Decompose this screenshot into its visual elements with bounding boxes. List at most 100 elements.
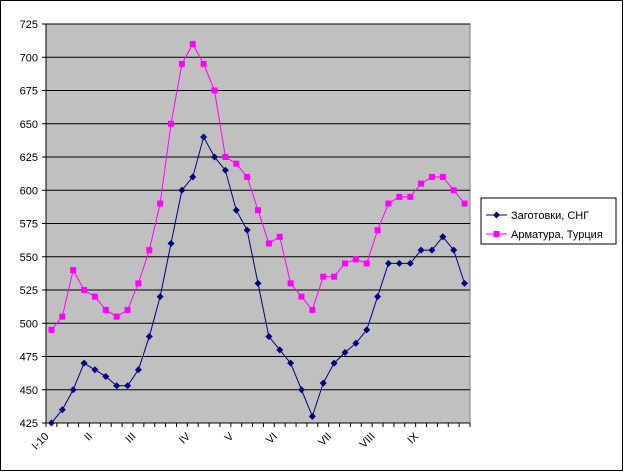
y-tick-label: 450: [20, 385, 38, 397]
x-tick-label: VIII: [358, 431, 378, 451]
data-point: [221, 166, 229, 174]
data-point: [439, 173, 446, 180]
data-point: [80, 359, 88, 367]
data-point: [265, 240, 272, 247]
data-point: [308, 412, 316, 420]
data-point: [309, 306, 316, 313]
data-point: [189, 40, 196, 47]
data-point: [70, 267, 77, 274]
data-point: [102, 306, 109, 313]
data-point: [200, 60, 207, 67]
legend-marker: [493, 231, 500, 237]
data-point: [298, 293, 305, 300]
legend-marker: [493, 211, 500, 219]
legend-label: Заготовки, СНГ: [511, 210, 589, 222]
data-point: [145, 333, 153, 341]
data-point: [439, 233, 447, 241]
data-point: [134, 366, 142, 374]
y-tick-label: 700: [20, 52, 38, 64]
x-tick-label: VII: [316, 431, 334, 449]
data-point: [146, 247, 153, 254]
data-point: [331, 273, 338, 280]
data-point: [418, 180, 425, 187]
data-point: [461, 200, 468, 207]
data-point: [58, 406, 66, 414]
x-tick-label: I-10: [30, 431, 52, 453]
y-tick-label: 600: [20, 185, 38, 197]
data-point: [178, 186, 186, 194]
data-point: [450, 187, 457, 194]
data-point: [244, 173, 251, 180]
data-point: [168, 120, 175, 127]
data-point: [407, 193, 414, 200]
data-point: [211, 87, 218, 94]
data-point: [265, 333, 273, 341]
x-tick-label: III: [124, 431, 139, 446]
y-tick-label: 425: [20, 418, 38, 430]
y-tick-label: 475: [20, 352, 38, 364]
data-point: [341, 260, 348, 267]
data-point: [189, 173, 197, 181]
data-point: [341, 349, 349, 357]
data-point: [374, 293, 382, 301]
data-point: [352, 339, 360, 347]
legend-label: Арматура, Турция: [511, 229, 603, 241]
x-tick-label: V: [223, 430, 237, 444]
data-point: [330, 359, 338, 367]
data-point: [363, 326, 371, 334]
data-point: [178, 60, 185, 67]
data-point: [461, 279, 469, 287]
data-point: [243, 226, 251, 234]
data-point: [352, 256, 359, 263]
x-tick-label: IX: [405, 430, 421, 446]
data-point: [255, 207, 261, 214]
y-tick-label: 675: [20, 86, 38, 98]
y-tick-label: 725: [20, 19, 38, 31]
data-point: [91, 366, 99, 374]
data-point: [254, 279, 262, 287]
data-point: [124, 382, 132, 390]
data-point: [287, 359, 295, 367]
data-point: [406, 259, 414, 267]
data-point: [222, 154, 229, 160]
x-tick-label: II: [82, 431, 95, 444]
data-point: [319, 379, 327, 387]
data-point: [450, 246, 458, 254]
data-point: [48, 326, 55, 333]
data-point: [102, 372, 110, 380]
data-point: [232, 206, 240, 214]
data-point: [374, 227, 381, 234]
data-point: [135, 280, 142, 287]
data-point: [69, 386, 77, 394]
data-point: [233, 160, 240, 167]
x-axis: I-10 II III IV V VI VII VIII IX: [30, 422, 471, 453]
x-tick-label: VI: [264, 431, 280, 447]
data-point: [428, 173, 435, 180]
legend: Заготовки, СНГ Арматура, Турция: [480, 197, 617, 245]
data-point: [417, 246, 425, 254]
data-point: [113, 382, 121, 390]
data-point: [428, 246, 436, 254]
data-point: [156, 293, 164, 301]
legend-box: [480, 197, 617, 245]
y-tick-label: 550: [20, 252, 38, 264]
x-tick-label: IV: [177, 430, 193, 446]
data-point: [276, 346, 284, 354]
y-axis: 425 450 475 500 525 550 575 600 625 650 675 700 725: [20, 19, 47, 430]
data-point: [113, 313, 120, 320]
data-point: [385, 200, 392, 207]
series-1: [47, 133, 469, 427]
data-point: [91, 293, 98, 300]
data-point: [157, 200, 164, 207]
data-point: [287, 280, 294, 287]
data-point: [276, 233, 283, 240]
series-2: [48, 40, 468, 333]
data-point: [384, 259, 392, 267]
series-group: [47, 40, 469, 427]
data-point: [363, 260, 370, 267]
data-point: [211, 153, 219, 161]
data-point: [59, 313, 66, 320]
y-tick-label: 500: [20, 318, 38, 330]
data-point: [395, 259, 403, 267]
